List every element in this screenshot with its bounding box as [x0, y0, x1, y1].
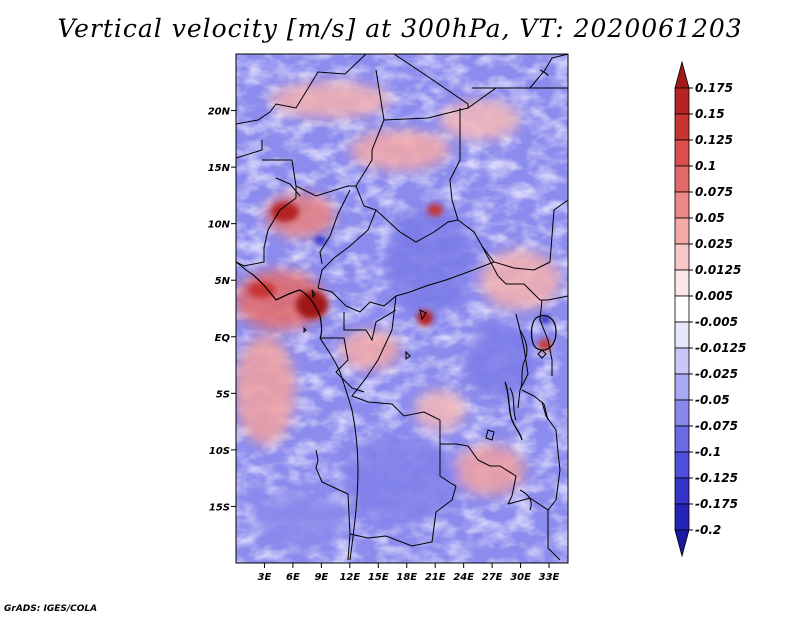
colorbar-label: -0.175 [695, 497, 738, 511]
lon-tick-label: 12E [339, 572, 360, 583]
colorbar-swatch [674, 139, 690, 167]
lat-tick-label: 15S [209, 502, 230, 513]
lat-tick-label: 5N [215, 276, 231, 287]
colorbar: 0.175 0.15 0.125 0.1 0.075 0.05 0.025 0.0125 0.0… [674, 60, 746, 558]
colorbar-label: 0.175 [695, 81, 733, 95]
lon-tick-label: 33E [539, 572, 560, 583]
map-frame [235, 53, 569, 564]
colorbar-swatch [674, 425, 690, 453]
colorbar-label: -0.125 [695, 471, 738, 485]
colorbar-label: -0.005 [695, 315, 738, 329]
latitude-axis: 20N 15N 10N 5N EQ 5S 10S 15S [208, 107, 236, 513]
lat-tick-label: 10S [209, 446, 230, 457]
colorbar-label: -0.2 [695, 523, 721, 537]
colorbar-swatch [674, 503, 690, 531]
colorbar-label: -0.05 [695, 393, 730, 407]
colorbar-label: 0.075 [695, 185, 733, 199]
lon-tick-label: 21E [425, 572, 446, 583]
colorbar-label: 0.15 [695, 107, 725, 121]
velocity-field [236, 54, 568, 563]
lon-tick-label: 18E [396, 572, 417, 583]
country-borders [236, 54, 568, 561]
lon-tick-label: 27E [482, 572, 503, 583]
colorbar-swatch [674, 295, 690, 323]
colorbar-swatch [674, 399, 690, 427]
lat-tick-label: 5S [216, 389, 230, 400]
lon-tick-label: 3E [258, 572, 272, 583]
colorbar-swatch [674, 477, 690, 505]
colorbar-swatch [674, 269, 690, 297]
colorbar-swatch [674, 321, 690, 349]
longitude-axis: 3E 6E 9E 12E 15E 18E 21E 24E 27E 30E 33E [258, 563, 560, 583]
lon-tick-label: 6E [286, 572, 300, 583]
colorbar-label: 0.005 [695, 289, 733, 303]
map-title: Vertical velocity [m/s] at 300hPa, VT: 2… [57, 14, 743, 43]
colorbar-label: -0.0125 [695, 341, 746, 355]
colorbar-swatch [674, 243, 690, 271]
colorbar-swatch [674, 373, 690, 401]
lon-tick-label: 9E [314, 572, 328, 583]
colorbar-label: -0.1 [695, 445, 721, 459]
colorbar-label: 0.0125 [695, 263, 741, 277]
lon-tick-label: 15E [368, 572, 389, 583]
lat-tick-label: 15N [208, 163, 231, 174]
grads-credit: GrADS: IGES/COLA [4, 604, 98, 614]
lat-tick-label: 10N [208, 220, 231, 231]
colorbar-label: 0.125 [695, 133, 733, 147]
colorbar-swatch [674, 87, 690, 115]
lon-tick-label: 30E [510, 572, 531, 583]
colorbar-label: -0.025 [695, 367, 738, 381]
colorbar-label: 0.1 [695, 159, 716, 173]
colorbar-label: 0.025 [695, 237, 733, 251]
colorbar-label: -0.075 [695, 419, 738, 433]
colorbar-swatch [674, 451, 690, 479]
colorbar-top-arrow [674, 60, 690, 89]
lat-tick-label: 20N [208, 107, 231, 118]
lat-tick-label: EQ [215, 333, 231, 344]
colorbar-bottom-arrow [674, 529, 690, 558]
colorbar-swatch [674, 347, 690, 375]
colorbar-swatch [674, 113, 690, 141]
colorbar-swatch [674, 217, 690, 245]
colorbar-swatch [674, 191, 690, 219]
colorbar-swatch [674, 165, 690, 193]
lon-tick-label: 24E [453, 572, 474, 583]
colorbar-label: 0.05 [695, 211, 725, 225]
